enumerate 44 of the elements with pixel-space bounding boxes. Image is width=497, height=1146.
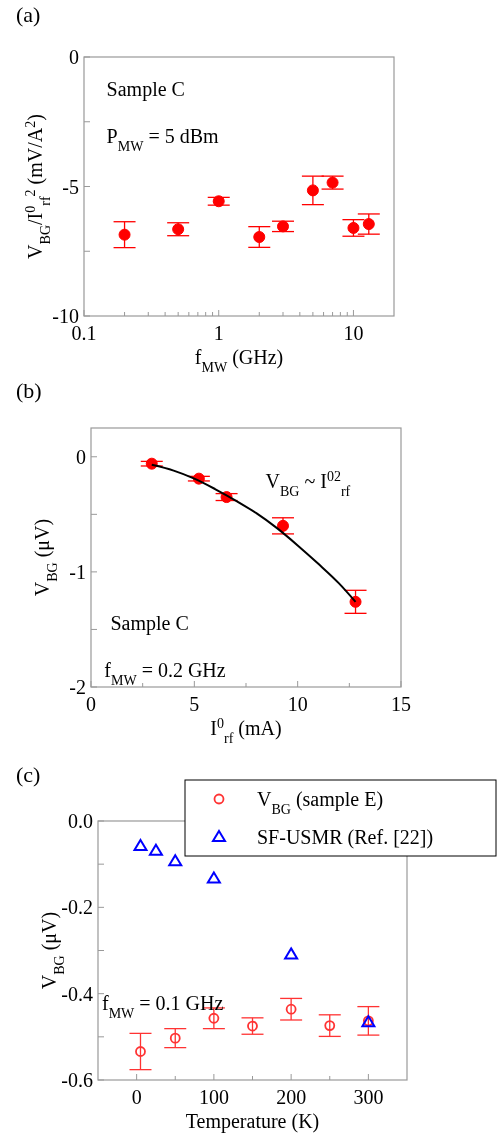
y-tick-label: -0.4 xyxy=(61,982,93,1005)
annotation: P$_{MW}$ = 5 dBm xyxy=(106,124,220,154)
y-tick-label: -5 xyxy=(62,175,79,198)
x-tick-label: 1 xyxy=(213,322,224,344)
annotation: Sample C xyxy=(106,78,185,102)
x-tick-label: 10 xyxy=(287,693,308,715)
x-tick-label: 100 xyxy=(198,1086,229,1108)
y-tick-label: 0 xyxy=(69,46,79,68)
point xyxy=(148,843,163,856)
point xyxy=(206,871,221,884)
y-tick-label: 0.0 xyxy=(68,810,93,832)
chart-title: (a) xyxy=(16,2,41,27)
legend-label: V$_{BG}$ (sample E) xyxy=(257,788,384,817)
chart-title: (c) xyxy=(16,762,41,787)
point xyxy=(208,1012,220,1024)
point xyxy=(135,1046,146,1057)
x-tick-label: 300 xyxy=(353,1086,384,1108)
x-axis-title: I$^{0}$$_{rf}$ (mA) xyxy=(210,715,282,746)
point xyxy=(145,457,158,470)
point xyxy=(284,947,299,960)
y-tick-label: -1 xyxy=(69,560,86,583)
point xyxy=(276,519,289,532)
y-tick-label: 0 xyxy=(76,445,86,468)
point xyxy=(324,1020,336,1032)
legend-label: SF-USMR (Ref. [22]) xyxy=(257,826,434,849)
point xyxy=(247,1020,258,1032)
point xyxy=(169,1032,181,1044)
y-tick-label: -2 xyxy=(69,676,86,698)
x-tick-label: 200 xyxy=(276,1086,307,1108)
annotation: f$_{MW}$ = 0.2 GHz xyxy=(104,658,226,688)
x-tick-label: 10 xyxy=(343,322,364,344)
x-tick-label: 5 xyxy=(189,693,200,715)
annotation: f$_{MW}$ = 0.1 GHz xyxy=(102,992,224,1021)
y-tick-label: -0.6 xyxy=(61,1069,93,1091)
y-tick-label: -0.2 xyxy=(61,896,93,919)
x-tick-label: 15 xyxy=(391,693,411,715)
x-axis-title: f$_{MW}$ (GHz) xyxy=(194,346,284,375)
x-tick-label: 0 xyxy=(131,1086,142,1108)
chart-title: (b) xyxy=(16,378,42,403)
x-axis-title: Temperature (K) xyxy=(185,1110,320,1133)
point xyxy=(133,839,148,852)
point xyxy=(285,1003,297,1015)
point xyxy=(168,854,183,867)
annotation: Sample C xyxy=(110,612,189,636)
